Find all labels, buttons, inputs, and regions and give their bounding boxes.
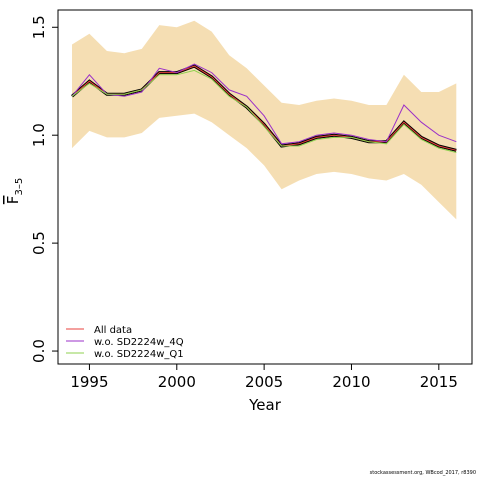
y-axis-title-main: F — [4, 196, 22, 205]
x-tick-label: 2005 — [245, 373, 283, 391]
y-axis-title-sub: 3–5 — [14, 178, 25, 196]
legend-item-wo-sd2224w-q1: w.o. SD2224w_Q1 — [66, 349, 184, 360]
svg-text:F3–5: F3–5 — [4, 178, 25, 204]
x-axis: 1995 2000 2005 2010 2015 — [70, 363, 458, 391]
x-axis-title: Year — [248, 396, 282, 414]
y-axis: 0.0 0.5 1.0 1.5 — [30, 15, 59, 363]
x-tick-label: 1995 — [70, 373, 108, 391]
y-tick-label: 0.5 — [30, 231, 48, 255]
legend-item-all-data: All data — [66, 325, 132, 336]
x-tick-label: 2000 — [158, 373, 196, 391]
y-tick-label: 0.0 — [30, 339, 48, 363]
footer-credit: stockassessment.org, WBcod_2017, r8390 — [369, 470, 476, 476]
y-tick-label: 1.5 — [30, 15, 48, 39]
series-line-wo-sd2224w-q1 — [71, 69, 457, 153]
x-tick-label: 2010 — [332, 373, 370, 391]
confidence-band-layer — [72, 20, 457, 220]
legend-item-wo-sd2224w-4q: w.o. SD2224w_4Q — [66, 337, 184, 348]
x-tick-label: 2015 — [420, 373, 458, 391]
confidence-band — [72, 20, 457, 220]
y-axis-title: F3–5 — [4, 178, 25, 204]
legend-label: All data — [94, 325, 132, 336]
series-layer — [71, 63, 457, 153]
y-tick-label: 1.0 — [30, 123, 48, 147]
legend-label: w.o. SD2224w_Q1 — [94, 349, 184, 360]
series-line-wo-sd2224w-4q — [71, 63, 457, 145]
legend-label: w.o. SD2224w_4Q — [94, 337, 184, 348]
